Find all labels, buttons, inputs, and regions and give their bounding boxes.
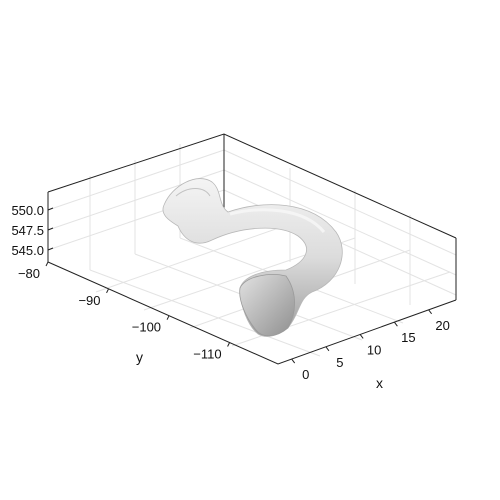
y-tick-label: −110: [193, 347, 221, 362]
x-tick-mark: [291, 358, 296, 364]
x-tick-label: 20: [435, 318, 449, 333]
z-tick-label: 550.0: [11, 203, 44, 218]
x-tick-label: 15: [401, 330, 415, 345]
y-tick-label: −80: [18, 266, 40, 281]
y-tick-label: −90: [78, 293, 100, 308]
y-tick-mark: [227, 342, 231, 347]
axes-box: [47, 133, 457, 365]
x-axis-ticks: 0 5 10 15 20: [291, 309, 450, 382]
x-tick-label: 5: [336, 355, 343, 370]
y-tick-mark: [166, 315, 170, 320]
y-tick-label: −100: [132, 320, 161, 335]
z-tick-label: 545.0: [11, 243, 44, 258]
surface-object: [162, 178, 343, 337]
x-axis-label: x: [376, 375, 383, 391]
y-tick-mark: [45, 261, 49, 267]
x-tick-mark: [325, 346, 330, 352]
y-axis-ticks: −80 −90 −100 −110: [18, 261, 231, 362]
y-tick-mark: [106, 288, 109, 294]
x-tick-label: 0: [302, 367, 309, 382]
x-tick-mark: [359, 334, 364, 339]
y-axis-label: y: [136, 349, 143, 365]
x-tick-label: 10: [367, 342, 381, 357]
z-axis-ticks: 545.0 547.5 550.0: [11, 203, 54, 258]
x-tick-mark: [428, 309, 433, 315]
z-tick-label: 547.5: [11, 223, 44, 238]
x-tick-mark: [393, 321, 398, 327]
z-tick-mark: [47, 227, 54, 231]
z-tick-mark: [47, 207, 54, 211]
z-tick-mark: [47, 247, 54, 251]
